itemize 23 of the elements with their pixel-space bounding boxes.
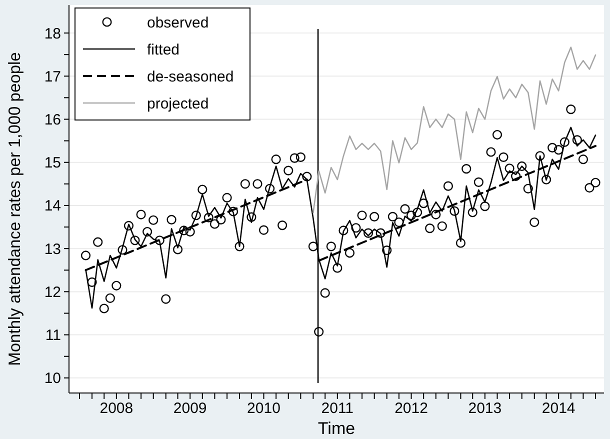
legend-label: de-seasoned — [147, 68, 234, 86]
line-series — [312, 46, 596, 214]
y-tick-label: 13 — [44, 240, 61, 258]
y-tick-label: 11 — [45, 327, 61, 344]
y-tick-label: 17 — [44, 68, 61, 86]
x-tick-label: 2014 — [542, 400, 576, 417]
y-tick-label: 10 — [44, 370, 61, 388]
y-tick-label: 12 — [44, 284, 61, 301]
y-tick-label: 18 — [44, 25, 61, 42]
legend-label: fitted — [147, 41, 180, 58]
x-tick-label: 2008 — [100, 400, 134, 417]
legend-label: projected — [147, 95, 209, 112]
legend-label: observed — [147, 14, 209, 32]
x-tick-label: 2011 — [321, 400, 354, 417]
y-tick-label: 16 — [44, 111, 61, 128]
x-axis-title: Time — [318, 419, 356, 438]
x-tick-label: 2012 — [394, 400, 428, 417]
x-tick-label: 2013 — [468, 400, 502, 417]
y-axis-title: Monthly attendance rates per 1,000 people — [6, 52, 24, 366]
y-tick-label: 14 — [44, 198, 61, 215]
y-tick-label: 15 — [44, 154, 61, 172]
x-tick-label: 2010 — [247, 400, 280, 417]
x-tick-label: 2009 — [173, 400, 207, 417]
